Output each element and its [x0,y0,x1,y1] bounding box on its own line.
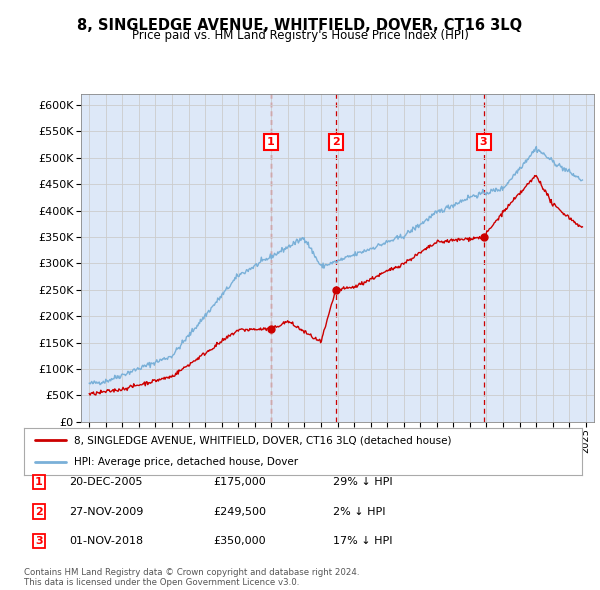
Text: 01-NOV-2018: 01-NOV-2018 [69,536,143,546]
Text: 8, SINGLEDGE AVENUE, WHITFIELD, DOVER, CT16 3LQ: 8, SINGLEDGE AVENUE, WHITFIELD, DOVER, C… [77,18,523,32]
Text: 20-DEC-2005: 20-DEC-2005 [69,477,143,487]
Text: £249,500: £249,500 [213,507,266,516]
Text: 1: 1 [35,477,43,487]
Text: 2: 2 [35,507,43,516]
Text: 27-NOV-2009: 27-NOV-2009 [69,507,143,516]
Text: 2: 2 [332,137,340,147]
Text: £175,000: £175,000 [213,477,266,487]
Text: 8, SINGLEDGE AVENUE, WHITFIELD, DOVER, CT16 3LQ (detached house): 8, SINGLEDGE AVENUE, WHITFIELD, DOVER, C… [74,435,452,445]
Text: Contains HM Land Registry data © Crown copyright and database right 2024.
This d: Contains HM Land Registry data © Crown c… [24,568,359,587]
Text: 2% ↓ HPI: 2% ↓ HPI [333,507,386,516]
Text: 1: 1 [267,137,275,147]
Text: HPI: Average price, detached house, Dover: HPI: Average price, detached house, Dove… [74,457,298,467]
Text: 3: 3 [35,536,43,546]
Text: Price paid vs. HM Land Registry's House Price Index (HPI): Price paid vs. HM Land Registry's House … [131,30,469,42]
Text: 3: 3 [480,137,487,147]
Text: 29% ↓ HPI: 29% ↓ HPI [333,477,392,487]
Text: 17% ↓ HPI: 17% ↓ HPI [333,536,392,546]
Text: £350,000: £350,000 [213,536,266,546]
